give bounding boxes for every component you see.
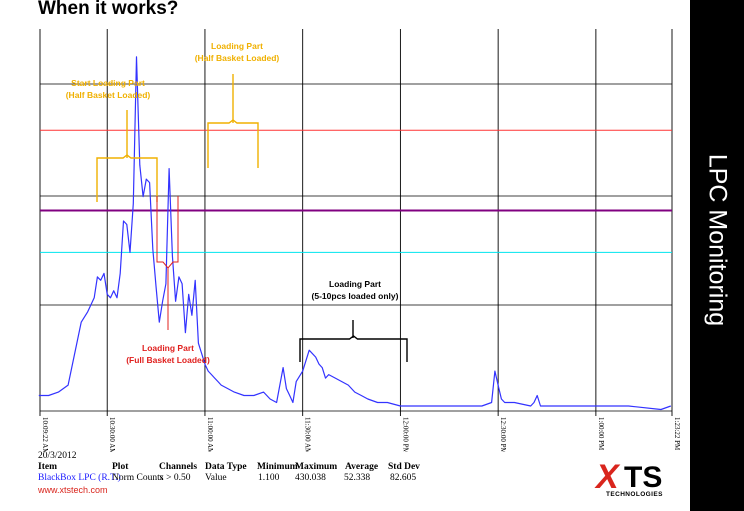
logo-subtitle: TECHNOLOGIES — [606, 491, 663, 498]
stats-value: Value — [205, 473, 227, 483]
x-tick-label: 1:23:22 PM — [673, 417, 681, 451]
stats-header: Std Dev — [388, 462, 420, 472]
annotation-label: Loading Part — [142, 343, 194, 353]
stats-header: Data Type — [205, 462, 247, 472]
stats-value: x > 0.50 — [159, 473, 191, 483]
x-tick-label: 12:00:00 PM — [401, 417, 409, 452]
stats-header: Maximum — [295, 462, 338, 472]
x-tick-label: 11:30:00 AM — [304, 417, 312, 452]
stats-header: Plot — [112, 462, 129, 472]
series-line — [38, 56, 672, 411]
sidebar-label: LPC Monitoring — [703, 153, 732, 327]
logo-mark: X — [596, 458, 619, 496]
stats-value: BlackBox LPC (R.T.) — [38, 473, 121, 483]
xts-logo: X TS TECHNOLOGIES — [596, 460, 686, 500]
annotation-label: Start Loading Part — [71, 78, 145, 88]
annotation-label: (Half Basket Loaded) — [66, 90, 151, 100]
lpc-chart: 10:09:22 AM 10:30:00 AM 11:00:00 AM 11:30:0… — [38, 29, 681, 452]
x-tick-label: 10:09:22 AM — [41, 417, 49, 452]
annotation-label: Loading Part — [211, 41, 263, 51]
x-tick-label: 12:30:00 PM — [499, 417, 507, 452]
sidebar-band — [690, 0, 744, 511]
logo-text: TS — [624, 461, 663, 494]
stats-header: Minimum — [257, 462, 298, 472]
plot-area — [40, 29, 672, 413]
annotation-label: (Full Basket Loaded) — [126, 355, 210, 365]
stats-value: 430.038 — [295, 473, 326, 483]
stats-value: 82.605 — [390, 473, 417, 483]
x-tick-label: 1:00:00 PM — [597, 417, 605, 451]
stats-header: Item — [38, 462, 57, 472]
stats-value: Norm Counts — [112, 473, 164, 483]
x-tick-label: 11:00:00 AM — [206, 417, 214, 452]
annotation-label: Loading Part — [329, 279, 381, 289]
chart-date: 20/3/2012 — [38, 451, 77, 461]
x-tick-label: 10:30:00 AM — [108, 417, 116, 452]
website-link[interactable]: www.xtstech.com — [38, 485, 108, 495]
slide-title: When it works? — [38, 0, 179, 19]
stats-value: 52.338 — [344, 473, 371, 483]
stats-header: Channels — [159, 462, 198, 472]
annotation-label: (Half Basket Loaded) — [195, 53, 280, 63]
annotation-label: (5-10pcs loaded only) — [312, 291, 399, 301]
stats-header: Average — [345, 462, 379, 472]
stats-value: 1.100 — [258, 473, 280, 483]
